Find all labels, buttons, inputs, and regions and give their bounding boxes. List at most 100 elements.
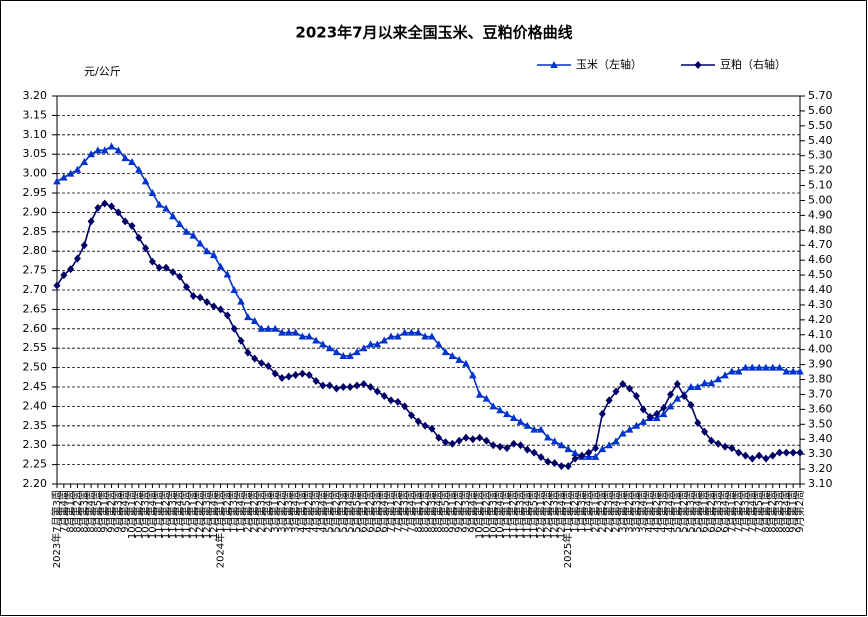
series-point <box>489 402 498 410</box>
series-point <box>169 212 177 220</box>
series-point <box>121 154 129 162</box>
x-tick-label: 6月第3周 <box>370 490 383 533</box>
series-point <box>782 448 790 457</box>
series-point <box>319 381 327 390</box>
series-point <box>666 390 674 399</box>
x-tick-label: 4月第3周 <box>309 490 322 533</box>
x-tick-label: 10月第2周 <box>479 490 492 539</box>
series-point <box>721 371 729 379</box>
x-tick-label: 5月第4周 <box>343 490 356 533</box>
series-point <box>141 177 150 185</box>
series-point <box>367 383 375 391</box>
series-point <box>414 328 423 336</box>
y-tick-label: 2.85 <box>23 225 48 238</box>
series-point <box>605 441 613 449</box>
series-point <box>223 270 232 278</box>
x-tick-label: 1月第2周 <box>568 490 581 533</box>
series-point <box>550 437 559 445</box>
series-point <box>244 313 252 321</box>
series-point <box>73 165 82 173</box>
y2-tick-label: 4.80 <box>808 223 833 236</box>
y-tick-label: 2.55 <box>23 341 48 354</box>
series-point <box>455 436 463 445</box>
y2-tick-label: 5.10 <box>808 179 833 192</box>
x-tick-label: 2月第3周 <box>254 490 267 533</box>
series-point <box>469 435 477 444</box>
y2-tick-label: 5.60 <box>808 104 833 117</box>
x-tick-label: 7月第1周 <box>725 490 738 533</box>
x-tick-label: 10月第1周 <box>473 490 486 539</box>
series-point <box>707 436 715 445</box>
series-point <box>748 454 756 463</box>
y-tick-label: 3.20 <box>23 89 48 102</box>
x-tick-label: 8月第4周 <box>432 490 445 533</box>
x-tick-label: 9月第2周 <box>452 490 465 533</box>
series-point <box>244 348 252 357</box>
series-point <box>700 379 709 387</box>
x-tick-label: 11月第1周 <box>500 490 513 539</box>
series-point <box>653 409 661 418</box>
y-tick-label: 2.40 <box>23 399 48 412</box>
y2-tick-label: 3.30 <box>808 447 833 460</box>
series-point <box>659 410 668 418</box>
x-tick-label: 5月第5周 <box>350 490 363 533</box>
x-tick-label: 7月第3周 <box>738 490 751 533</box>
x-tick-label: 7月第4周 <box>404 490 417 533</box>
series-point <box>639 405 647 414</box>
series-point <box>53 281 61 290</box>
series-point <box>510 439 518 448</box>
x-tick-label: 12月第3周 <box>548 490 561 539</box>
series-point <box>387 332 395 340</box>
series-point <box>380 336 388 344</box>
legend-label: 玉米（左轴） <box>576 57 642 71</box>
y-tick-label: 3.00 <box>23 167 48 180</box>
x-tick-label: 10月第4周 <box>145 490 158 539</box>
series-point <box>155 200 164 208</box>
x-tick-label: 2025年1月第1周 <box>561 490 574 568</box>
series-point <box>455 355 463 363</box>
y2-tick-label: 3.40 <box>808 432 833 445</box>
series-point <box>551 459 559 468</box>
x-tick-label: 4月第3周 <box>657 490 670 533</box>
series-point <box>626 384 634 393</box>
series-point <box>782 367 791 375</box>
series-point <box>121 217 129 226</box>
series-point <box>605 396 613 405</box>
series-point <box>332 348 341 356</box>
x-tick-label: 4月第1周 <box>295 490 308 533</box>
series-point <box>503 410 511 418</box>
series-point <box>503 444 511 453</box>
x-tick-label: 4月第1周 <box>643 490 656 533</box>
series-point <box>728 367 736 375</box>
y-tick-label: 2.60 <box>23 322 48 335</box>
series-point <box>557 441 566 449</box>
series-point <box>755 451 763 460</box>
series-point <box>305 332 314 340</box>
series-point <box>509 414 518 422</box>
x-tick-label: 9月第3周 <box>111 490 124 533</box>
x-tick-label: 5月第2周 <box>677 490 690 533</box>
x-tick-label: 8月第2周 <box>418 490 431 533</box>
x-tick-label: 8月第3周 <box>77 490 90 533</box>
series-point <box>60 271 68 280</box>
x-tick-label: 3月第3周 <box>282 490 295 533</box>
x-tick-label: 12月第3周 <box>200 490 213 539</box>
series-point <box>108 202 116 211</box>
series-point <box>176 272 184 281</box>
x-tick-label: 8月第1周 <box>759 490 772 533</box>
series-point <box>592 444 600 453</box>
series-point <box>769 451 777 460</box>
x-tick-label: 1月第3周 <box>575 490 588 533</box>
x-tick-label: 2月第4周 <box>609 490 622 533</box>
series-point <box>400 328 409 336</box>
series-point <box>80 241 88 250</box>
y2-tick-label: 3.50 <box>808 417 833 430</box>
series-point <box>789 367 797 375</box>
series-point <box>394 397 402 406</box>
y2-tick-label: 4.70 <box>808 238 833 251</box>
x-tick-label: 3月第1周 <box>616 490 629 533</box>
x-tick-label: 6月第1周 <box>357 490 370 533</box>
x-tick-label: 4月第4周 <box>663 490 676 533</box>
series-point <box>60 173 68 181</box>
x-tick-label: 12月第1周 <box>186 490 199 539</box>
